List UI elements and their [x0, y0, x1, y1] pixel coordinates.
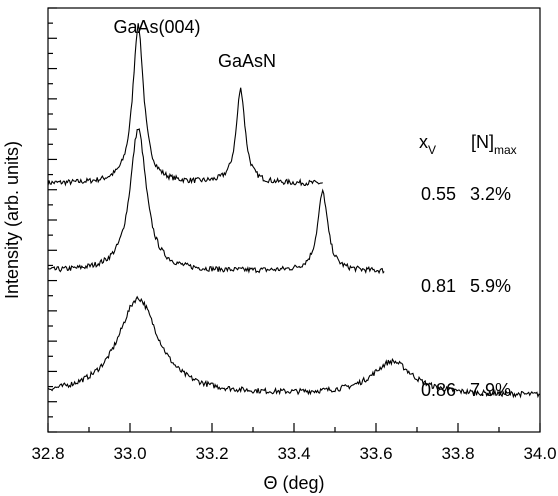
table-row-n: 5.9% [470, 276, 511, 296]
plot-frame [47, 7, 541, 433]
x-ticks: 32.8 33.0 33.2 33.4 33.6 33.8 34.0 [31, 423, 557, 463]
x-tick-label: 33.6 [359, 444, 392, 463]
x-tick-label: 33.0 [113, 444, 146, 463]
y-ticks [48, 7, 57, 433]
series-line-2 [47, 128, 385, 275]
table-row-xv: 0.55 [421, 184, 456, 204]
x-axis-label: Θ (deg) [263, 473, 324, 493]
table-row-xv: 0.86 [421, 380, 456, 400]
table-header-xv-sub: V [428, 143, 436, 157]
x-tick-label: 33.2 [195, 444, 228, 463]
table-header-n-sub: max [494, 143, 517, 157]
annotation-gaasn: GaAsN [218, 51, 276, 71]
table-row-xv: 0.81 [421, 276, 456, 296]
series-group [47, 23, 541, 399]
table-row-n: 3.2% [470, 184, 511, 204]
table-header-n-main: [N] [471, 132, 494, 152]
table-header-xv-main: x [419, 132, 428, 152]
x-tick-label: 33.4 [277, 444, 310, 463]
series-line-3 [47, 295, 541, 399]
y-axis-label: Intensity (arb. units) [2, 141, 22, 299]
table-header-xv: xV [419, 132, 436, 157]
annotation-gaas004: GaAs(004) [113, 17, 200, 37]
table-row-n: 7.9% [470, 380, 511, 400]
x-tick-label: 32.8 [31, 444, 64, 463]
series-line-1 [47, 23, 323, 187]
x-tick-label: 34.0 [523, 444, 556, 463]
x-tick-label: 33.8 [441, 444, 474, 463]
table-header-n: [N]max [471, 132, 517, 157]
